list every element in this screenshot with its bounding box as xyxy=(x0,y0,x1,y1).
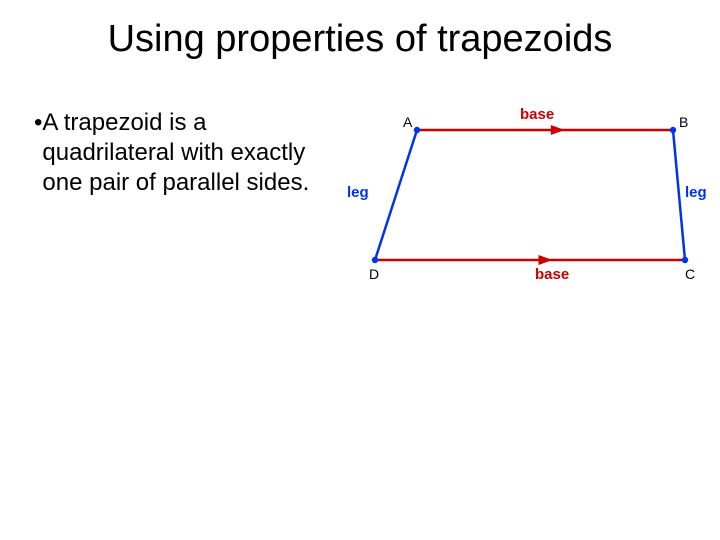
vertex-label-c: C xyxy=(685,266,695,282)
side-label-left: leg xyxy=(347,184,369,201)
bullet-marker: • xyxy=(32,108,42,138)
vertex-label-d: D xyxy=(369,266,379,282)
bullet-block: • A trapezoid is a quadrilateral with ex… xyxy=(32,108,332,198)
bullet-row: • A trapezoid is a quadrilateral with ex… xyxy=(32,108,332,198)
trapezoid-svg xyxy=(355,100,705,300)
trapezoid-diagram: ABCDbaselegbaseleg xyxy=(355,100,705,300)
slide-title: Using properties of trapezoids xyxy=(0,18,720,61)
vertex-label-b: B xyxy=(679,114,688,130)
bullet-text: A trapezoid is a quadrilateral with exac… xyxy=(42,108,332,198)
side-label-bottom: base xyxy=(535,266,569,283)
vertex-label-a: A xyxy=(403,114,412,130)
side-label-top: base xyxy=(520,106,554,123)
side-label-right: leg xyxy=(685,184,707,201)
